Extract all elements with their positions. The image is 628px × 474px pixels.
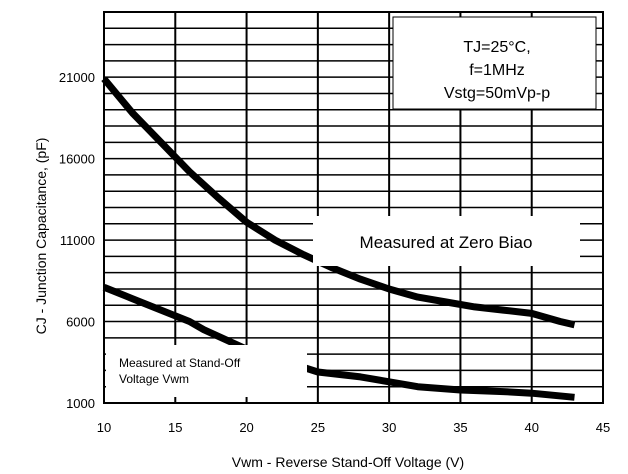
x-tick-label: 45 [596, 420, 610, 435]
conditions-line-2: f=1MHz [469, 62, 525, 79]
conditions-line-3: Vstg=50mVp-p [444, 85, 550, 102]
conditions-line-1: TJ=25°C, [463, 39, 530, 56]
y-tick-label: 11000 [60, 233, 95, 248]
standoff-label-line-1: Measured at Stand-Off [119, 356, 241, 370]
plot-frame [103, 11, 604, 404]
series-layer [101, 76, 576, 401]
x-tick-label: 20 [239, 420, 253, 435]
series-line-2 [102, 284, 575, 401]
series-line-1 [101, 76, 576, 329]
y-tick-label: 6000 [66, 315, 95, 330]
y-tick-label: 1000 [66, 396, 95, 411]
y-tick-label: 21000 [59, 70, 95, 85]
tick-labels: 10 15 20 25 30 35 40 45 1000 6000 11000 16000 21000 [59, 70, 610, 435]
conditions-box [392, 16, 597, 110]
x-tick-label: 15 [168, 420, 182, 435]
plot-border [103, 11, 604, 404]
zero-bias-label: Measured at Zero Biao [360, 233, 533, 252]
annotations: TJ=25°C, f=1MHz Vstg=50mVp-p Measured at Ze… [106, 16, 597, 397]
x-tick-label: 40 [524, 420, 538, 435]
x-axis-label: Vwm - Reverse Stand-Off Voltage (V) [232, 454, 464, 470]
standoff-label-line-2: Voltage Vwm [119, 372, 189, 386]
x-tick-label: 10 [97, 420, 111, 435]
x-tick-label: 35 [453, 420, 467, 435]
y-axis-label: CJ - Junction Capacitance, (pF) [33, 138, 49, 335]
x-tick-label: 30 [382, 420, 396, 435]
x-tick-label: 25 [311, 420, 325, 435]
zero-bias-label-box [313, 216, 580, 266]
standoff-label-box [106, 345, 307, 397]
y-tick-label: 16000 [59, 152, 95, 167]
